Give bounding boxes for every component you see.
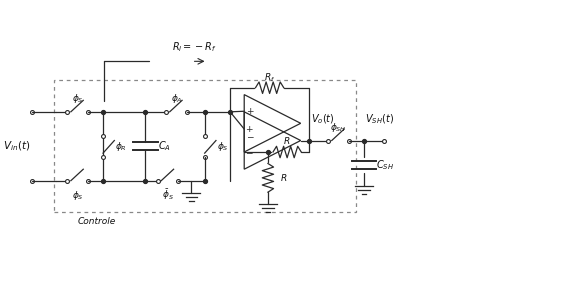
Text: $\bar{\phi}_S$: $\bar{\phi}_S$ [162,188,174,202]
Text: $-$: $-$ [245,147,254,157]
Text: $-$: $-$ [245,131,254,140]
Text: $C_A$: $C_A$ [158,139,171,153]
Text: $\phi_S$: $\phi_S$ [72,92,83,105]
Text: $R_f$: $R_f$ [264,71,275,84]
Text: +: + [245,125,253,133]
Text: $\phi_{SH}$: $\phi_{SH}$ [330,121,347,134]
Text: $R$: $R$ [283,135,291,146]
Text: $\phi_A$: $\phi_A$ [170,92,182,105]
Text: $\phi_R$: $\phi_R$ [115,140,127,153]
Text: Controle: Controle [78,217,116,226]
Text: $\phi_S$: $\phi_S$ [72,188,83,202]
Text: $V_{SH}(t)$: $V_{SH}(t)$ [365,112,394,126]
Text: $C_{SH}$: $C_{SH}$ [377,158,394,171]
Text: $V_o(t)$: $V_o(t)$ [311,112,335,126]
Text: $R_l = -R_f$: $R_l = -R_f$ [172,41,217,54]
Text: $R$: $R$ [280,172,288,183]
Text: $V_{in}(t)$: $V_{in}(t)$ [3,140,30,153]
Text: $\phi_S$: $\phi_S$ [217,140,229,153]
Text: +: + [246,107,254,116]
